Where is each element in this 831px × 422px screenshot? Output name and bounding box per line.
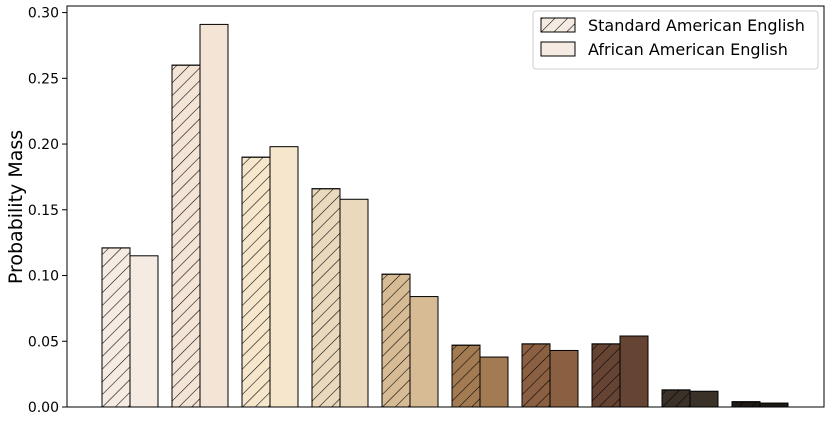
bar-hatch-s1-c2 — [171, 64, 201, 408]
bar-s2-c6 — [479, 356, 509, 408]
y-tick-label-2: 0.10 — [28, 269, 59, 285]
bar-s2-c7 — [549, 349, 579, 408]
y-tick-label-0: 0.00 — [28, 400, 59, 416]
bars-group — [101, 23, 789, 408]
bar-hatch-s1-c9 — [661, 389, 691, 408]
bar-hatch-s1-c10 — [731, 401, 761, 408]
y-axis-label: Probability Mass — [5, 130, 27, 284]
y-tick-label-4: 0.20 — [28, 137, 59, 153]
bar-s2-c10 — [759, 402, 789, 408]
bar-s2-c9 — [689, 390, 719, 408]
bar-hatch-s1-c6 — [451, 344, 481, 408]
bar-hatch-s1-c7 — [521, 343, 551, 408]
y-tick-label-5: 0.25 — [28, 71, 59, 87]
y-tick-label-3: 0.15 — [28, 203, 59, 219]
bar-hatch-s1-c8 — [591, 343, 621, 408]
legend-label-1: Standard American English — [588, 16, 805, 35]
bar-s2-c4 — [339, 198, 369, 408]
bar-hatch-s1-c1 — [101, 247, 131, 408]
y-axis: 0.00 0.05 0.10 0.15 0.20 0.25 0.30 — [28, 6, 67, 416]
bar-s2-c1 — [129, 255, 159, 408]
bar-hatch-s1-c5 — [381, 273, 411, 408]
legend-swatch-hatch-1 — [540, 17, 576, 33]
bar-s2-c2 — [199, 23, 229, 408]
y-tick-label-1: 0.05 — [28, 334, 59, 350]
plot-frame — [66, 5, 825, 408]
bar-hatch-s1-c3 — [241, 156, 271, 408]
bar-hatch-s1-c4 — [311, 188, 341, 408]
legend-label-2: African American English — [588, 40, 788, 59]
legend: Standard American English African America… — [532, 10, 819, 70]
legend-swatch-2 — [540, 41, 576, 57]
bar-s2-c3 — [269, 146, 299, 408]
y-tick-label-6: 0.30 — [28, 6, 59, 22]
legend-box — [532, 10, 819, 70]
bar-s2-c8 — [619, 335, 649, 408]
bar-s2-c5 — [409, 296, 439, 408]
